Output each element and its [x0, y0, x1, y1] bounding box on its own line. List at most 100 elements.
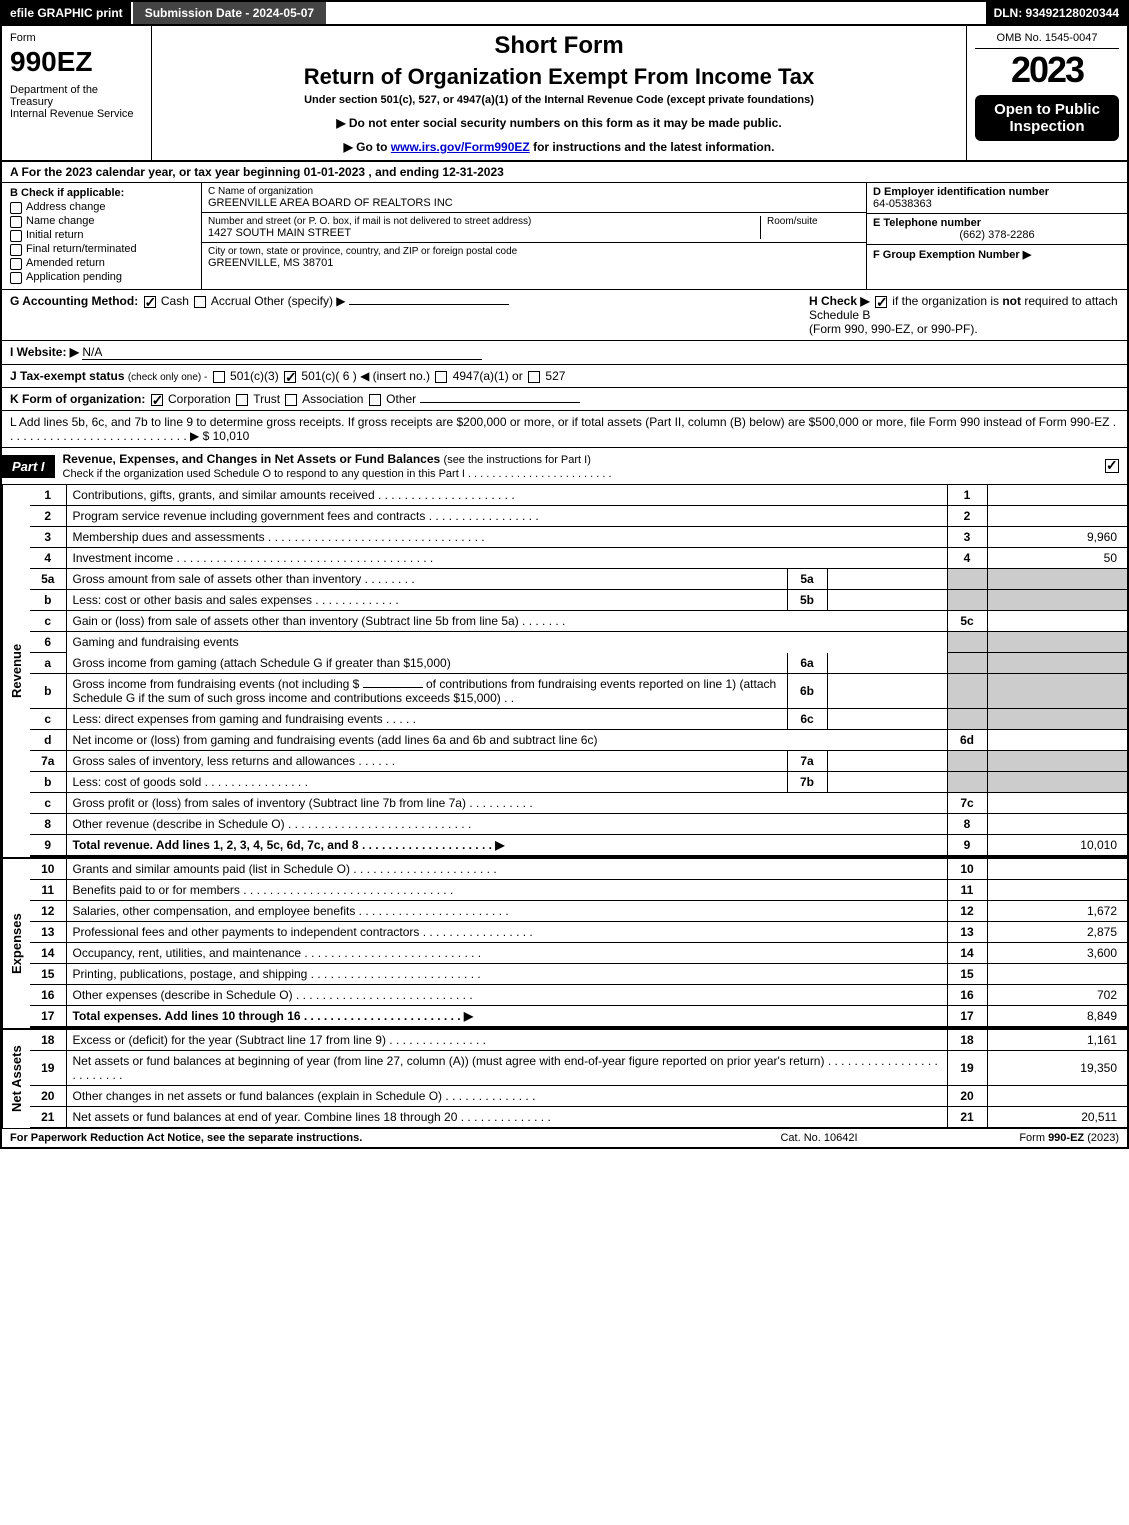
l6b-blank[interactable] — [363, 687, 423, 688]
chk-501c3[interactable] — [213, 371, 225, 383]
chk-application-pending[interactable]: Application pending — [10, 271, 193, 283]
chk-4947[interactable] — [435, 371, 447, 383]
row-k: K Form of organization: Corporation Trus… — [0, 388, 1129, 411]
k-other-blank[interactable] — [420, 402, 580, 403]
line-21: 21 Net assets or fund balances at end of… — [30, 1107, 1127, 1128]
l10-num: 10 — [30, 859, 66, 880]
c-street-row: Number and street (or P. O. box, if mail… — [202, 213, 866, 243]
l-val: 10,010 — [213, 429, 250, 443]
line-8: 8 Other revenue (describe in Schedule O)… — [30, 814, 1127, 835]
l5b-vshade — [987, 590, 1127, 611]
j-o4: 527 — [545, 369, 565, 383]
l5c-desc: Gain or (loss) from sale of assets other… — [66, 611, 947, 632]
l2-val — [987, 506, 1127, 527]
e-label: E Telephone number — [873, 217, 981, 229]
l4-desc: Investment income . . . . . . . . . . . … — [66, 548, 947, 569]
chk-527[interactable] — [528, 371, 540, 383]
chk-initial-return[interactable]: Initial return — [10, 229, 193, 241]
l9-rnum: 9 — [947, 835, 987, 857]
l14-val: 3,600 — [987, 943, 1127, 964]
row-i: I Website: ▶ N/A — [0, 341, 1129, 365]
l11-num: 11 — [30, 880, 66, 901]
efile-label: efile GRAPHIC print — [2, 2, 131, 24]
g-other-blank[interactable] — [349, 304, 509, 305]
line-6a: a Gross income from gaming (attach Sched… — [30, 653, 1127, 674]
l19-rnum: 19 — [947, 1051, 987, 1086]
l12-num: 12 — [30, 901, 66, 922]
chk-other[interactable] — [369, 394, 381, 406]
f-label: F Group Exemption Number ▶ — [873, 249, 1031, 261]
line-11: 11 Benefits paid to or for members . . .… — [30, 880, 1127, 901]
c-street-label: Number and street (or P. O. box, if mail… — [208, 216, 760, 227]
l1-desc: Contributions, gifts, grants, and simila… — [66, 485, 947, 506]
chk-amended-return[interactable]: Amended return — [10, 257, 193, 269]
chk-association[interactable] — [285, 394, 297, 406]
chk-corporation[interactable] — [151, 394, 163, 406]
line-3: 3 Membership dues and assessments . . . … — [30, 527, 1127, 548]
l15-num: 15 — [30, 964, 66, 985]
l21-rnum: 21 — [947, 1107, 987, 1128]
l8-desc: Other revenue (describe in Schedule O) .… — [66, 814, 947, 835]
l7b-desc: Less: cost of goods sold . . . . . . . .… — [66, 772, 787, 793]
l7a-midval — [827, 751, 947, 772]
c-name-row: C Name of organization GREENVILLE AREA B… — [202, 183, 866, 213]
l10-rnum: 10 — [947, 859, 987, 880]
l6b-midval — [827, 674, 947, 709]
chk-trust[interactable] — [236, 394, 248, 406]
l5a-mid: 5a — [787, 569, 827, 590]
revenue-vert-label: Revenue — [2, 485, 30, 857]
part-i-checkbox[interactable] — [1105, 459, 1119, 473]
line-2: 2 Program service revenue including gove… — [30, 506, 1127, 527]
section-c: C Name of organization GREENVILLE AREA B… — [202, 183, 867, 289]
l6c-desc: Less: direct expenses from gaming and fu… — [66, 709, 787, 730]
part-i-title-wrap: Revenue, Expenses, and Changes in Net As… — [55, 448, 1105, 484]
phone-value: (662) 378-2286 — [873, 229, 1121, 241]
expenses-section: Expenses 10 Grants and similar amounts p… — [0, 859, 1129, 1030]
l-text: L Add lines 5b, 6c, and 7b to line 9 to … — [10, 415, 1116, 443]
footer-right-bold: 990-EZ — [1048, 1132, 1084, 1144]
g-other: Other (specify) ▶ — [254, 294, 345, 308]
l1-rnum: 1 — [947, 485, 987, 506]
k-o2: Trust — [253, 392, 280, 406]
l7c-desc: Gross profit or (loss) from sales of inv… — [66, 793, 947, 814]
section-g: G Accounting Method: Cash Accrual Other … — [10, 294, 799, 308]
l6b-mid: 6b — [787, 674, 827, 709]
part-i-sub: (see the instructions for Part I) — [444, 454, 591, 466]
g-accrual: Accrual — [211, 294, 251, 308]
line-16: 16 Other expenses (describe in Schedule … — [30, 985, 1127, 1006]
chk-final-return[interactable]: Final return/terminated — [10, 243, 193, 255]
line-18: 18 Excess or (deficit) for the year (Sub… — [30, 1030, 1127, 1051]
chk-name-change[interactable]: Name change — [10, 215, 193, 227]
l6d-num: d — [30, 730, 66, 751]
chk-501c[interactable] — [284, 371, 296, 383]
header-left: Form 990EZ Department of the Treasury In… — [2, 26, 152, 160]
l7a-vshade — [987, 751, 1127, 772]
l16-val: 702 — [987, 985, 1127, 1006]
street-address: 1427 SOUTH MAIN STREET — [208, 227, 760, 239]
k-label: K Form of organization: — [10, 392, 145, 406]
l7a-desc: Gross sales of inventory, less returns a… — [66, 751, 787, 772]
chk-accrual[interactable] — [194, 296, 206, 308]
l15-desc: Printing, publications, postage, and shi… — [66, 964, 947, 985]
l17-num: 17 — [30, 1006, 66, 1028]
block-bcdef: B Check if applicable: Address change Na… — [0, 183, 1129, 290]
footer-left: For Paperwork Reduction Act Notice, see … — [10, 1132, 719, 1144]
line-6d: d Net income or (loss) from gaming and f… — [30, 730, 1127, 751]
l21-val: 20,511 — [987, 1107, 1127, 1128]
j-o3: 4947(a)(1) or — [453, 369, 523, 383]
irs-link[interactable]: www.irs.gov/Form990EZ — [391, 140, 530, 154]
topbar-spacer — [326, 2, 985, 24]
l18-num: 18 — [30, 1030, 66, 1051]
l7a-mid: 7a — [787, 751, 827, 772]
line-15: 15 Printing, publications, postage, and … — [30, 964, 1127, 985]
form-number: 990EZ — [10, 46, 143, 78]
l5a-rshade — [947, 569, 987, 590]
chk-h[interactable] — [875, 296, 887, 308]
chk-cash[interactable] — [144, 296, 156, 308]
line-20: 20 Other changes in net assets or fund b… — [30, 1086, 1127, 1107]
l6b-rshade — [947, 674, 987, 709]
l6a-mid: 6a — [787, 653, 827, 674]
l7b-midval — [827, 772, 947, 793]
chk-address-change[interactable]: Address change — [10, 201, 193, 213]
l7a-num: 7a — [30, 751, 66, 772]
